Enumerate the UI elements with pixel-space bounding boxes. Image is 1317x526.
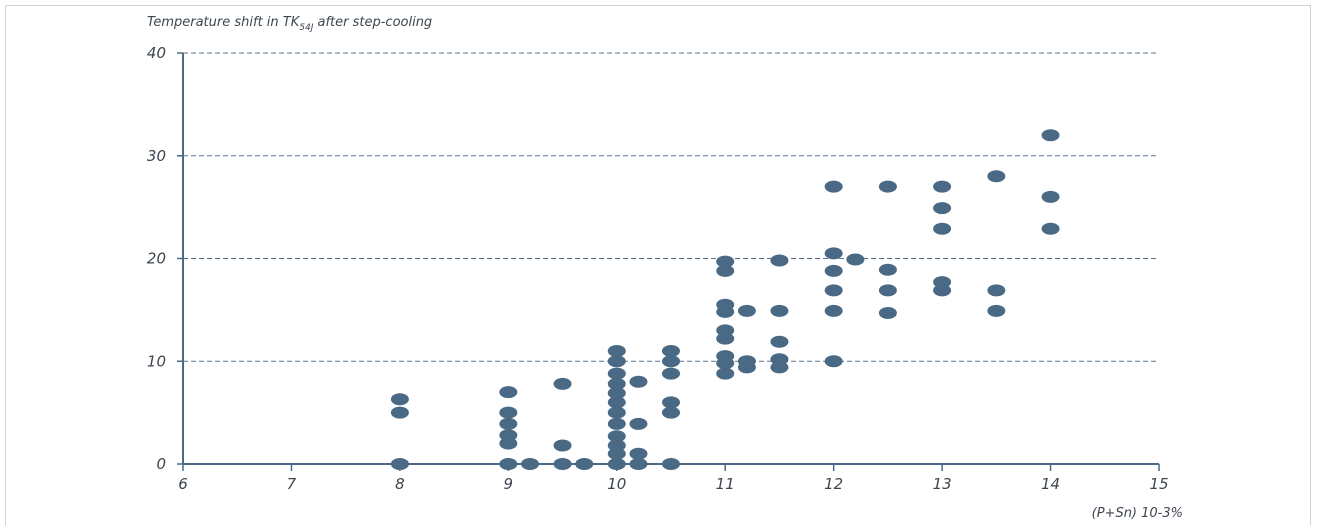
data-point-40 (716, 324, 735, 337)
data-point-62 (878, 263, 897, 276)
data-point-57 (824, 247, 843, 260)
data-point-20 (607, 396, 626, 409)
data-point-4 (499, 437, 518, 450)
data-point-46 (737, 355, 756, 368)
grid-lines (183, 52, 1159, 362)
data-point-70 (987, 284, 1006, 297)
axes: 0 10 20 30 40 6 7 8 9 10 11 12 13 14 15 (147, 44, 1169, 493)
data-point-27 (629, 447, 648, 460)
y-tick-label-40: 40 (147, 44, 166, 62)
data-point-42 (716, 298, 735, 311)
y-tick-label-20: 20 (147, 250, 166, 268)
chart-title-suffix: after step-cooling (313, 15, 432, 30)
data-point-21 (607, 387, 626, 400)
data-point-10 (553, 458, 572, 470)
data-point-54 (824, 304, 843, 317)
chart-title-subscript: 54J (299, 23, 313, 33)
x-tick-label-12: 12 (824, 475, 843, 493)
data-point-68 (933, 180, 952, 193)
chart-title-main: Temperature shift in TK (147, 15, 301, 30)
x-axis-label: (P+Sn) 10-3% (1092, 506, 1183, 521)
data-point-5 (499, 429, 518, 442)
x-tick-label-6: 6 (178, 475, 188, 493)
data-point-60 (878, 306, 897, 319)
data-point-66 (933, 222, 952, 235)
data-point-9 (521, 458, 540, 470)
data-point-59 (846, 253, 865, 266)
data-point-58 (824, 180, 843, 193)
data-point-36 (716, 367, 735, 380)
data-point-38 (716, 350, 735, 363)
x-tick-label-8: 8 (395, 475, 405, 493)
data-point-17 (607, 430, 626, 443)
data-point-6 (499, 417, 518, 430)
data-point-71 (987, 170, 1006, 183)
data-point-29 (629, 375, 648, 388)
data-point-49 (770, 353, 789, 366)
x-tick-label-7: 7 (287, 475, 297, 493)
data-point-8 (499, 386, 518, 399)
data-point-12 (553, 377, 572, 390)
data-points (390, 129, 1060, 470)
data-point-48 (770, 361, 789, 374)
data-point-32 (662, 396, 680, 409)
data-point-34 (662, 355, 680, 368)
data-point-2 (390, 393, 409, 406)
chart-title: Temperature shift in TK54J after step-co… (147, 15, 432, 33)
data-point-31 (662, 406, 680, 419)
x-tick-label-13: 13 (933, 475, 952, 493)
data-point-43 (716, 264, 735, 277)
data-point-69 (987, 304, 1006, 317)
data-point-30 (662, 458, 680, 470)
data-point-63 (878, 180, 897, 193)
data-point-7 (499, 406, 518, 419)
data-point-18 (607, 417, 626, 430)
data-point-25 (607, 344, 626, 357)
data-point-0 (390, 458, 409, 470)
data-point-1 (390, 406, 409, 419)
data-point-64 (933, 284, 952, 297)
x-tick-label-11: 11 (716, 475, 735, 493)
y-tick-label-10: 10 (147, 352, 166, 370)
data-point-47 (737, 304, 756, 317)
data-point-22 (607, 377, 626, 390)
data-point-28 (629, 417, 648, 430)
data-point-52 (770, 254, 789, 267)
y-tick-label-0: 0 (156, 455, 166, 473)
data-point-44 (716, 255, 735, 268)
data-point-3 (499, 458, 518, 470)
data-point-15 (607, 447, 626, 460)
data-point-11 (553, 439, 572, 452)
data-point-65 (933, 276, 952, 289)
data-point-33 (662, 367, 680, 380)
data-point-51 (770, 304, 789, 317)
data-point-39 (716, 332, 735, 345)
data-point-13 (575, 458, 594, 470)
data-point-14 (607, 458, 626, 470)
data-point-55 (824, 284, 843, 297)
data-point-50 (770, 335, 789, 348)
data-point-67 (933, 202, 952, 215)
data-point-73 (1041, 190, 1060, 203)
data-point-56 (824, 264, 843, 277)
data-point-16 (607, 439, 626, 452)
chart-frame (5, 5, 1311, 526)
data-point-53 (824, 355, 843, 368)
data-point-72 (1041, 222, 1060, 235)
data-point-23 (607, 367, 626, 380)
data-point-19 (607, 406, 626, 419)
x-tick-label-14: 14 (1041, 475, 1060, 493)
data-point-35 (662, 344, 680, 357)
data-point-74 (1041, 129, 1060, 142)
x-tick-label-15: 15 (1149, 475, 1168, 493)
x-tick-label-9: 9 (504, 475, 514, 493)
data-point-61 (878, 284, 897, 297)
x-tick-label-10: 10 (607, 475, 626, 493)
data-point-26 (629, 458, 648, 470)
y-tick-label-30: 30 (147, 147, 166, 165)
data-point-24 (607, 355, 626, 368)
